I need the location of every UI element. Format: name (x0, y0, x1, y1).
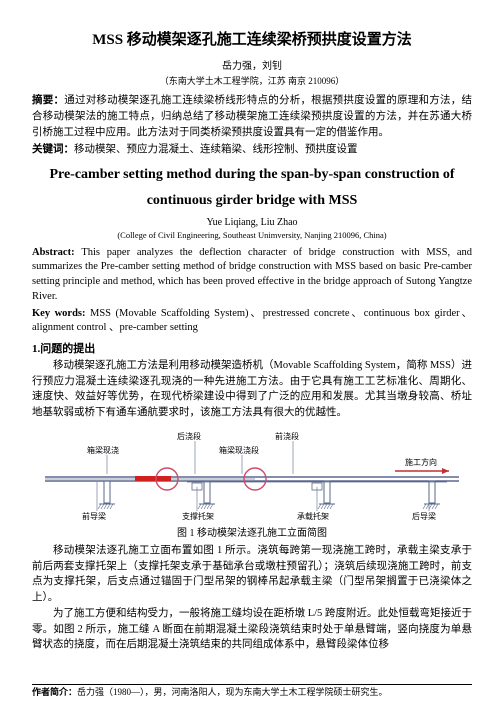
abstract-cn: 摘要：通过对移动模架逐孔施工连续梁桥线形特点的分析，根据预拱度设置的原理和方法，… (32, 93, 472, 140)
authors-en: Yue Liqiang, Liu Zhao (32, 217, 472, 228)
paragraph-3: 为了施工方便和结构受力，一般将施工缝均设在距桥墩 L/5 跨度附近。此处恒载弯矩… (32, 606, 472, 653)
svg-text:箱梁现浇段: 箱梁现浇段 (219, 445, 259, 455)
svg-text:施工方向: 施工方向 (405, 457, 437, 467)
svg-text:前导梁: 前导梁 (82, 511, 106, 521)
title-en-line1: Pre-camber setting method during the spa… (32, 164, 472, 186)
paragraph-2: 移动模架法逐孔施工立面布置如图 1 所示。浇筑每跨第一现浇施工跨时，承载主梁支承… (32, 543, 472, 606)
keywords-en: Key words: MSS (Movable Scaffolding Syst… (32, 307, 472, 336)
abstract-cn-text: 通过对移动模架逐孔施工连续梁桥线形特点的分析，根据预拱度设置的原理和方法，结合移… (32, 95, 472, 138)
keywords-cn-label: 关键词： (32, 144, 74, 155)
figure-1-caption: 图 1 移动模架法逐孔施工立面简图 (32, 524, 472, 539)
svg-text:箱梁现浇: 箱梁现浇 (87, 445, 119, 455)
figure-1-diagram: 后浇段 前浇段箱梁现浇 箱梁现浇段施工方向前导梁 支撑托架 承载托架 后导梁 (37, 427, 467, 522)
keywords-en-text: MSS (Movable Scaffolding System)、prestre… (32, 308, 472, 334)
abstract-en-label: Abstract: (32, 247, 81, 258)
author-footnote: 作者简介：岳力强（1980—），男，河南洛阳人，现为东南大学土木工程学院硕士研究… (32, 684, 472, 699)
section-1-title: 1.问题的提出 (32, 340, 472, 356)
authors-cn: 岳力强，刘钊 (32, 57, 472, 72)
abstract-en: Abstract: This paper analyzes the deflec… (32, 246, 472, 305)
keywords-cn: 关键词：移动模架、预应力混凝土、连续箱梁、线形控制、预拱度设置 (32, 142, 472, 158)
footnote-label: 作者简介： (32, 687, 77, 697)
affiliation-cn: （东南大学土木工程学院，江苏 南京 210096） (32, 74, 472, 87)
svg-text:前浇段: 前浇段 (275, 431, 299, 441)
affiliation-en: (College of Civil Engineering, Southeast… (32, 230, 472, 240)
svg-text:承载托架: 承载托架 (297, 511, 329, 521)
abstract-cn-label: 摘要： (32, 95, 64, 106)
keywords-en-label: Key words: (32, 308, 90, 319)
svg-text:后导梁: 后导梁 (412, 511, 436, 521)
keywords-cn-text: 移动模架、预应力混凝土、连续箱梁、线形控制、预拱度设置 (74, 144, 358, 155)
paragraph-1: 移动模架逐孔施工方法是利用移动模架造桥机（Movable Scaffolding… (32, 358, 472, 421)
abstract-en-text: This paper analyzes the deflection chara… (32, 247, 472, 302)
title-cn: MSS 移动模架逐孔施工连续梁桥预拱度设置方法 (32, 28, 472, 49)
title-en-line2: continuous girder bridge with MSS (32, 190, 472, 212)
svg-text:支撑托架: 支撑托架 (182, 511, 214, 521)
svg-text:后浇段: 后浇段 (177, 431, 201, 441)
footnote-text: 岳力强（1980—），男，河南洛阳人，现为东南大学土木工程学院硕士研究生。 (77, 687, 388, 697)
